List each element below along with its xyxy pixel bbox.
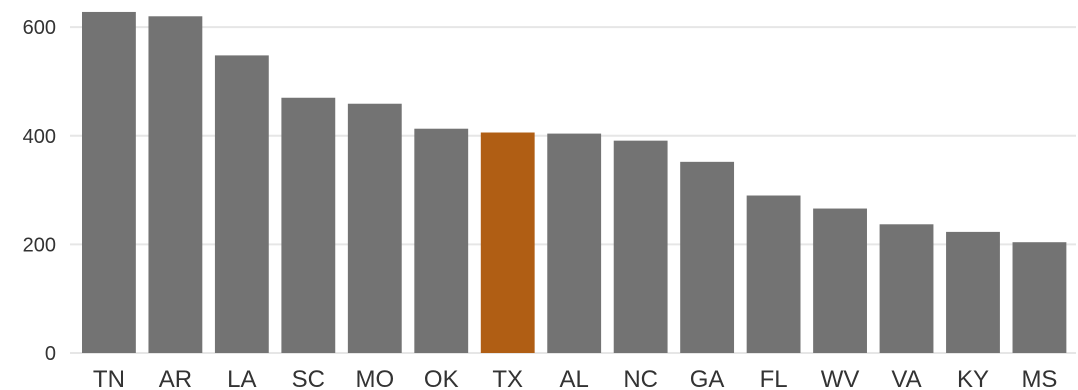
bar-nc xyxy=(613,140,668,353)
bar-sc xyxy=(281,97,336,353)
x-tick-label: MS xyxy=(1021,366,1057,390)
bar-al xyxy=(547,133,602,353)
x-tick-label: OK xyxy=(424,366,459,390)
bar-va xyxy=(879,224,934,353)
y-tick-label: 400 xyxy=(23,126,56,148)
x-tick-label: KY xyxy=(957,366,989,390)
y-tick-label: 0 xyxy=(45,343,56,365)
x-tick-label: TX xyxy=(492,366,523,390)
y-tick-label: 200 xyxy=(23,234,56,256)
bar-ms xyxy=(1012,242,1067,353)
x-tick-label: FL xyxy=(760,366,788,390)
x-tick-label: VA xyxy=(891,366,921,390)
bar-ok xyxy=(414,128,469,353)
y-axis-ticks: 0 200 400 600 xyxy=(23,17,56,365)
y-tick-label: 600 xyxy=(23,17,56,39)
x-tick-label: AR xyxy=(159,366,192,390)
bar-ga xyxy=(680,161,735,353)
bar-tx xyxy=(480,132,535,353)
x-tick-label: GA xyxy=(690,366,725,390)
bar-mo xyxy=(347,103,402,353)
x-tick-label: TN xyxy=(93,366,125,390)
x-tick-label: AL xyxy=(560,366,589,390)
bar-ar xyxy=(148,16,203,353)
x-tick-label: SC xyxy=(292,366,325,390)
bars xyxy=(82,11,1067,353)
x-tick-label: WV xyxy=(821,366,860,390)
bar-la xyxy=(214,55,269,353)
bar-wv xyxy=(813,208,867,353)
bar-fl xyxy=(746,195,801,353)
bar-ky xyxy=(946,231,1000,353)
x-tick-label: MO xyxy=(355,366,394,390)
bar-tn xyxy=(82,11,136,353)
x-tick-label: LA xyxy=(227,366,256,390)
x-tick-label: NC xyxy=(623,366,658,390)
x-axis-ticks: TN AR LA SC MO OK TX AL NC GA FL WV VA KY MS xyxy=(93,366,1058,390)
